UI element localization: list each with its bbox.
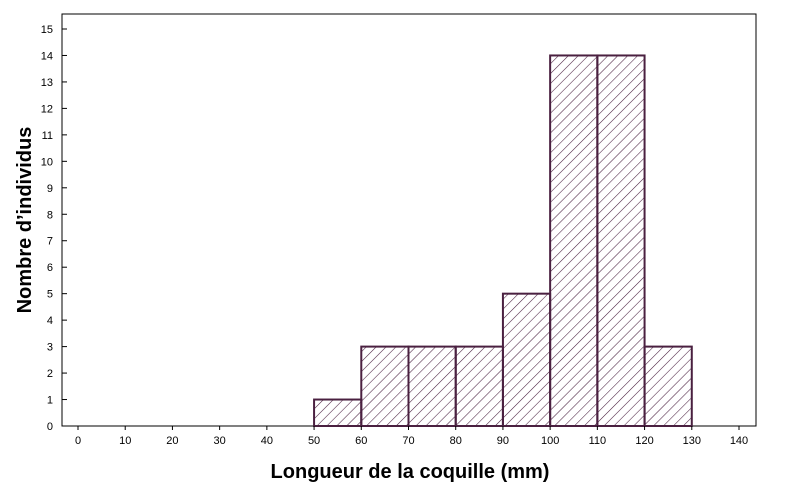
bars-group	[313, 54, 693, 428]
bar-120-130	[643, 345, 693, 428]
y-tick-label-15: 15	[41, 24, 53, 36]
x-tick-label-10: 10	[119, 435, 131, 447]
y-tick-label-3: 3	[47, 342, 53, 354]
y-tick-label-4: 4	[47, 315, 53, 327]
x-tick-label-0: 0	[75, 435, 81, 447]
y-tick-label-11: 11	[42, 130, 53, 142]
x-tick-label-50: 50	[308, 435, 320, 447]
bar-100-110	[549, 54, 599, 427]
y-tick-label-0: 0	[47, 421, 53, 433]
y-tick-label-13: 13	[41, 77, 53, 89]
x-tick-label-100: 100	[541, 435, 559, 447]
y-tick-label-10: 10	[41, 156, 53, 168]
y-axis-title: Nombre d’individus	[14, 127, 36, 314]
y-tick-label-6: 6	[47, 262, 53, 274]
bar-70-80	[407, 345, 457, 428]
x-tick-label-140: 140	[730, 435, 748, 447]
y-tick-label-2: 2	[47, 368, 53, 380]
bar-90-100	[501, 292, 552, 427]
y-tick-label-7: 7	[47, 236, 53, 248]
x-tick-label-70: 70	[402, 435, 414, 447]
x-tick-label-30: 30	[214, 435, 226, 447]
x-tick-label-120: 120	[635, 435, 653, 447]
bar-50-60	[313, 398, 363, 427]
bar-60-70	[360, 345, 410, 428]
y-tick-label-12: 12	[41, 103, 53, 115]
x-tick-label-90: 90	[497, 435, 509, 447]
x-tick-label-80: 80	[450, 435, 462, 447]
x-axis-title: Longueur de la coquille (mm)	[271, 461, 550, 483]
bar-110-120	[596, 54, 646, 427]
y-tick-label-1: 1	[47, 395, 53, 407]
x-tick-label-40: 40	[261, 435, 273, 447]
y-tick-label-14: 14	[41, 50, 53, 62]
x-tick-label-60: 60	[355, 435, 367, 447]
x-tick-label-130: 130	[683, 435, 701, 447]
y-tick-label-5: 5	[47, 289, 53, 301]
bar-80-90	[454, 345, 504, 428]
x-axis: 0 10 20 30 40 50 60 70 80 90 100 110 120 130 140	[75, 426, 748, 447]
y-tick-label-9: 9	[47, 183, 53, 195]
x-tick-label-20: 20	[166, 435, 178, 447]
x-tick-label-110: 110	[589, 435, 607, 447]
y-tick-label-8: 8	[47, 209, 53, 221]
